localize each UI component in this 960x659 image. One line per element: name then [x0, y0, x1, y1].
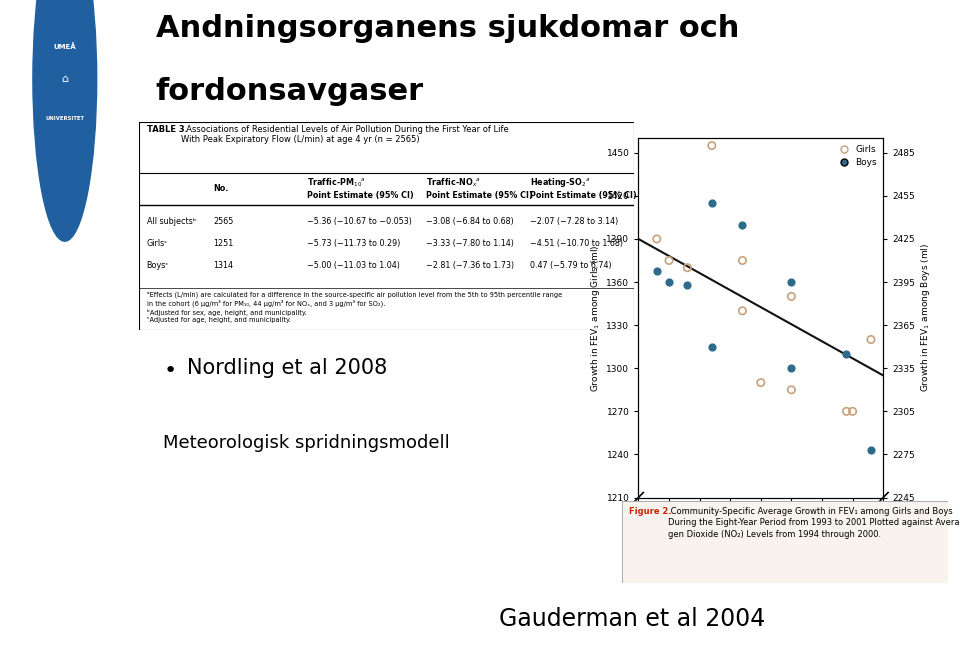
- Text: Girlsᶜ: Girlsᶜ: [147, 239, 168, 248]
- Text: ⌂: ⌂: [61, 74, 68, 84]
- Point: [754, 378, 769, 388]
- Text: UMEÅ: UMEÅ: [54, 43, 76, 49]
- Point: [845, 406, 860, 416]
- Text: −2.07 (−7.28 to 3.14): −2.07 (−7.28 to 3.14): [530, 217, 618, 226]
- Text: −5.00 (−11.03 to 1.04): −5.00 (−11.03 to 1.04): [307, 261, 400, 270]
- Point: [783, 277, 799, 287]
- Point: [783, 384, 799, 395]
- Point: [734, 255, 750, 266]
- Text: −3.08 (−6.84 to 0.68): −3.08 (−6.84 to 0.68): [426, 217, 514, 226]
- Text: 0.47 (−5.79 to 6.74): 0.47 (−5.79 to 6.74): [530, 261, 612, 270]
- Point: [863, 445, 878, 455]
- Text: UNIVERSITET: UNIVERSITET: [45, 116, 84, 121]
- Point: [661, 255, 677, 266]
- Text: ᶜAdjusted for age, height, and municipality.: ᶜAdjusted for age, height, and municipal…: [147, 317, 291, 324]
- Text: −3.33 (−7.80 to 1.14): −3.33 (−7.80 to 1.14): [426, 239, 514, 248]
- Text: in the cohort (6 μg/m³ for PM₁₀, 44 μg/m³ for NOₓ, and 3 μg/m³ for SO₂).: in the cohort (6 μg/m³ for PM₁₀, 44 μg/m…: [147, 300, 385, 307]
- Text: TABLE 3.: TABLE 3.: [147, 125, 187, 134]
- Point: [649, 234, 664, 244]
- Text: 1314: 1314: [213, 261, 233, 270]
- Point: [734, 306, 750, 316]
- Point: [705, 341, 720, 352]
- Circle shape: [26, 0, 104, 277]
- Point: [783, 291, 799, 302]
- X-axis label: NO$_2$ (ppb): NO$_2$ (ppb): [734, 521, 787, 535]
- Text: 2565: 2565: [213, 217, 233, 226]
- Text: Nordling et al 2008: Nordling et al 2008: [187, 358, 388, 378]
- Text: −4.51 (−10.70 to 1.68): −4.51 (−10.70 to 1.68): [530, 239, 623, 248]
- Point: [661, 277, 677, 287]
- Point: [839, 406, 854, 416]
- Text: −2.81 (−7.36 to 1.73): −2.81 (−7.36 to 1.73): [426, 261, 514, 270]
- Text: Traffic-NO$_x$$^a$
Point Estimate (95% CI): Traffic-NO$_x$$^a$ Point Estimate (95% C…: [426, 177, 533, 200]
- Text: Community-Specific Average Growth in FEV₁ among Girls and Boys
During the Eight-: Community-Specific Average Growth in FEV…: [668, 507, 960, 539]
- Point: [705, 198, 720, 208]
- Text: No.: No.: [213, 184, 228, 193]
- Point: [783, 363, 799, 374]
- Point: [705, 140, 720, 151]
- Y-axis label: Growth in FEV$_1$ among Boys (ml): Growth in FEV$_1$ among Boys (ml): [920, 243, 932, 393]
- Text: fordonsavgaser: fordonsavgaser: [156, 77, 423, 106]
- Text: •: •: [163, 361, 177, 382]
- Legend: Girls, Boys: Girls, Boys: [832, 143, 878, 169]
- Text: −5.36 (−10.67 to −0.053): −5.36 (−10.67 to −0.053): [307, 217, 412, 226]
- Text: ᵃEffects (L/min) are calculated for a difference in the source-specific air poll: ᵃEffects (L/min) are calculated for a di…: [147, 291, 562, 298]
- Text: Traffic-PM$_{10}$$^a$
Point Estimate (95% CI): Traffic-PM$_{10}$$^a$ Point Estimate (95…: [307, 177, 414, 200]
- Point: [649, 266, 664, 276]
- Text: Boysᶜ: Boysᶜ: [147, 261, 169, 270]
- Text: Gauderman et al 2004: Gauderman et al 2004: [498, 608, 765, 631]
- Text: Associations of Residential Levels of Air Pollution During the First Year of Lif: Associations of Residential Levels of Ai…: [181, 125, 509, 144]
- Text: 0: 0: [886, 507, 892, 515]
- Text: All subjectsᵇ: All subjectsᵇ: [147, 217, 196, 226]
- Text: ᵇAdjusted for sex, age, height, and municipality.: ᵇAdjusted for sex, age, height, and muni…: [147, 308, 306, 316]
- Text: 0: 0: [630, 507, 636, 515]
- Point: [734, 219, 750, 230]
- Point: [680, 279, 695, 290]
- Text: Heating-SO$_2$$^a$
Point Estimate (95% CI): Heating-SO$_2$$^a$ Point Estimate (95% C…: [530, 177, 636, 200]
- FancyBboxPatch shape: [622, 501, 948, 583]
- Point: [839, 349, 854, 359]
- Text: Figure 2.: Figure 2.: [629, 507, 671, 515]
- Text: Andningsorganens sjukdomar och: Andningsorganens sjukdomar och: [156, 14, 739, 43]
- Point: [863, 334, 878, 345]
- Text: Meteorologisk spridningsmodell: Meteorologisk spridningsmodell: [163, 434, 450, 452]
- Point: [680, 262, 695, 273]
- Y-axis label: Growth in FEV$_1$ among Girls (ml): Growth in FEV$_1$ among Girls (ml): [589, 244, 602, 392]
- Text: 1251: 1251: [213, 239, 233, 248]
- Circle shape: [33, 0, 97, 241]
- Text: −5.73 (−11.73 to 0.29): −5.73 (−11.73 to 0.29): [307, 239, 400, 248]
